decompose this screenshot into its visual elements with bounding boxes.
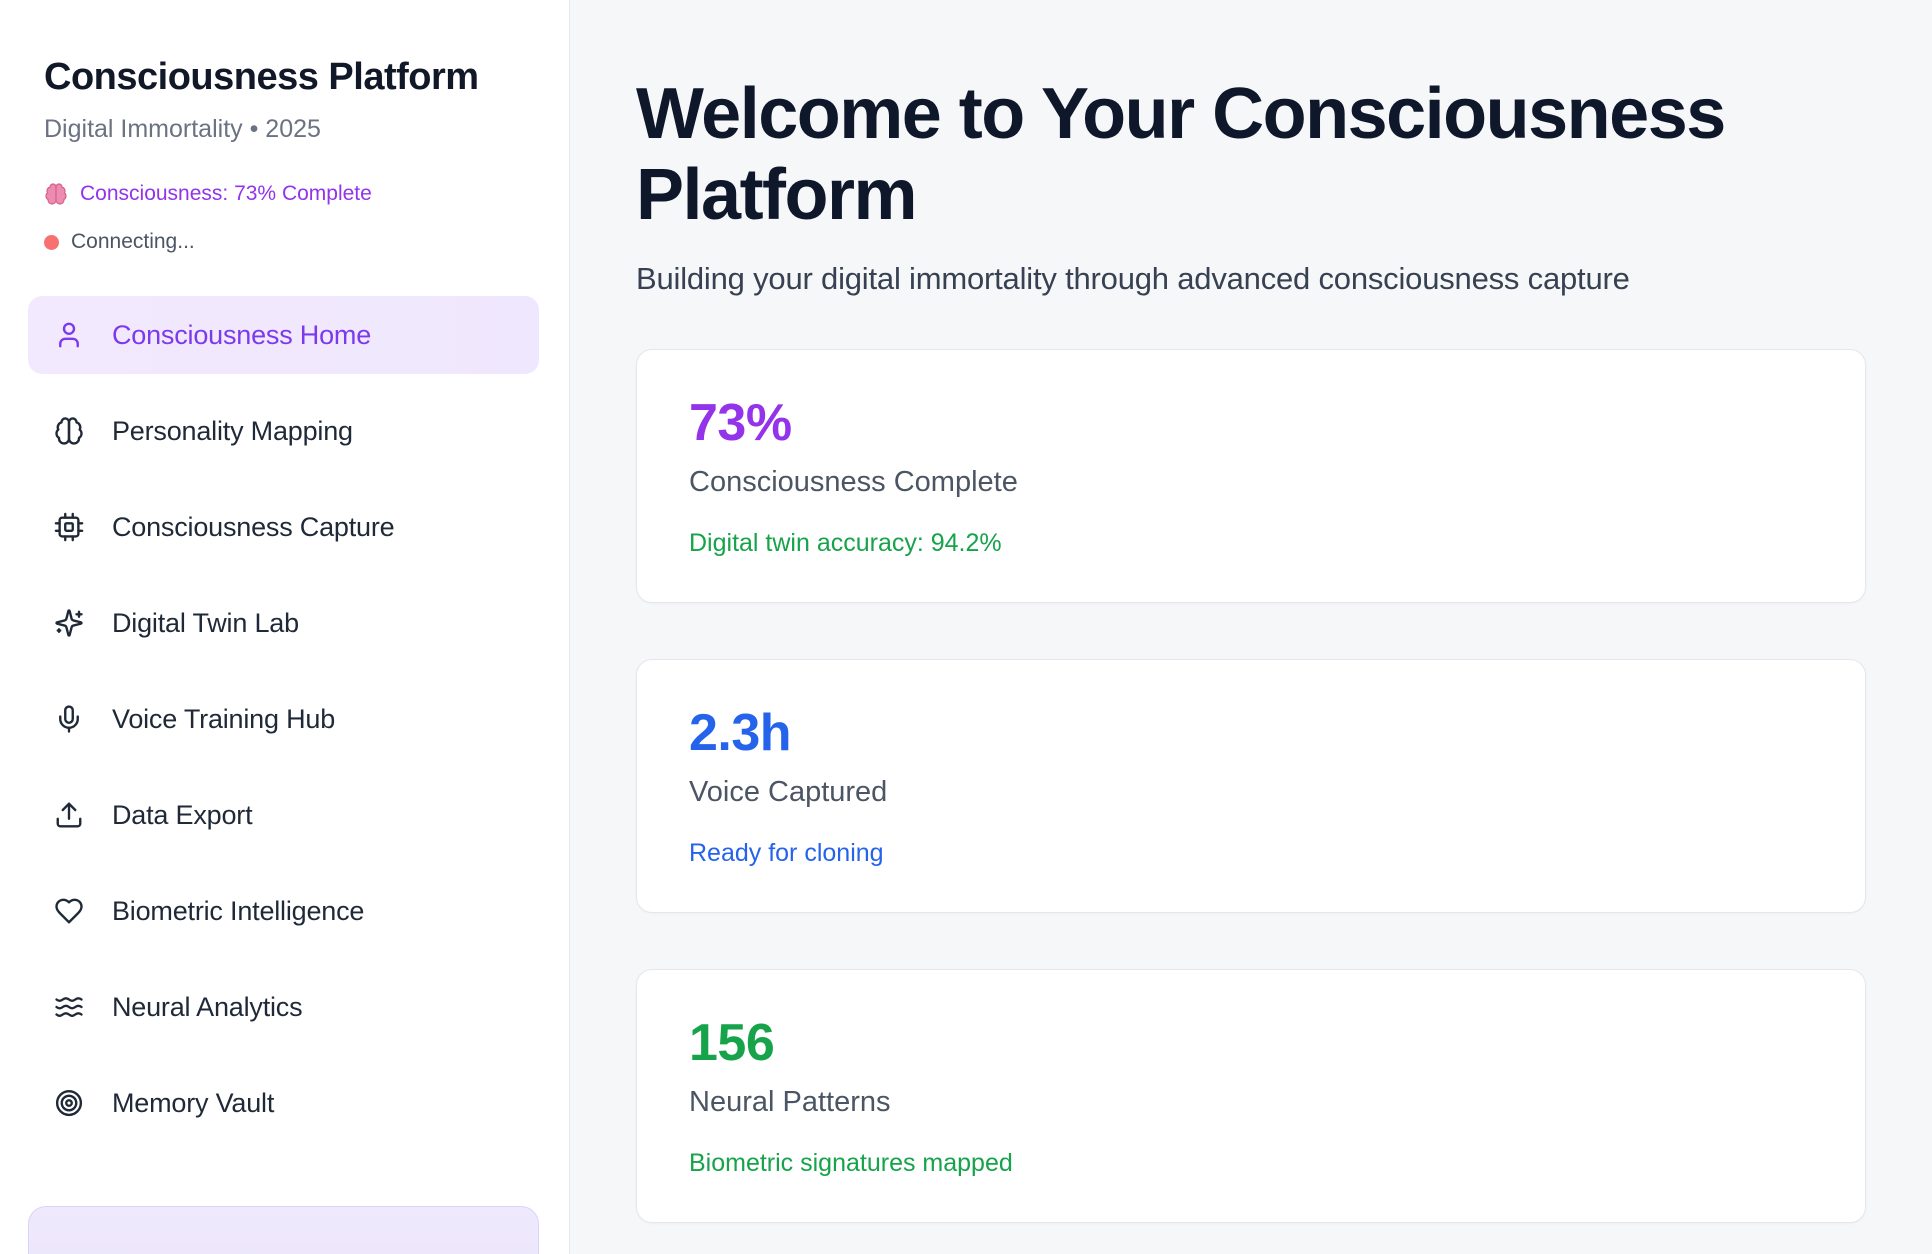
- main-content: Welcome to Your Consciousness Platform B…: [570, 0, 1932, 1254]
- sidebar-nav-item-data-export[interactable]: Data Export: [28, 776, 539, 854]
- nav-item-label: Personality Mapping: [112, 415, 353, 446]
- nav-item-label: Neural Analytics: [112, 991, 303, 1022]
- nav-item-label: Voice Training Hub: [112, 703, 336, 734]
- sidebar-nav-item-neural-analytics[interactable]: Neural Analytics: [28, 968, 539, 1046]
- stat-cards: 73% Consciousness Complete Digital twin …: [636, 349, 1866, 1223]
- stat-status: Ready for cloning: [689, 838, 884, 867]
- upload-icon: [54, 800, 84, 830]
- sidebar-nav-item-digital-twin-lab[interactable]: Digital Twin Lab: [28, 584, 539, 662]
- app-title: Consciousness Platform: [44, 56, 479, 98]
- sidebar-nav-item-voice-training-hub[interactable]: Voice Training Hub: [28, 680, 539, 758]
- stat-label: Consciousness Complete: [689, 466, 1018, 499]
- sidebar-nav-item-consciousness-capture[interactable]: Consciousness Capture: [28, 488, 539, 566]
- stat-card: 73% Consciousness Complete Digital twin …: [636, 349, 1866, 604]
- heart-icon: [54, 896, 84, 926]
- nav-item-label: Consciousness Capture: [112, 511, 395, 542]
- connection-status: Connecting...: [44, 230, 539, 254]
- sidebar: Consciousness Platform Digital Immortali…: [0, 0, 570, 1254]
- page-subtitle: Building your digital immortality throug…: [636, 261, 1630, 297]
- cpu-icon: [54, 512, 84, 542]
- sidebar-nav: Consciousness Home Personality Mapping C…: [28, 296, 539, 1142]
- app-subtitle: Digital Immortality • 2025: [44, 115, 321, 143]
- stat-value: 2.3h: [689, 704, 792, 763]
- target-icon: [54, 1088, 84, 1118]
- stat-card: 156 Neural Patterns Biometric signatures…: [636, 968, 1866, 1223]
- sidebar-header: Consciousness Platform Digital Immortali…: [28, 56, 539, 254]
- user-icon: [54, 320, 84, 350]
- stat-label: Voice Captured: [689, 775, 888, 808]
- brain-emoji-icon: [44, 182, 68, 206]
- sidebar-nav-item-personality-mapping[interactable]: Personality Mapping: [28, 392, 539, 470]
- consciousness-status-text: Consciousness: 73% Complete: [80, 182, 372, 205]
- nav-item-label: Data Export: [112, 799, 253, 830]
- waves-icon: [54, 992, 84, 1022]
- connection-status-text: Connecting...: [71, 230, 195, 253]
- sidebar-nav-item-consciousness-home[interactable]: Consciousness Home: [28, 296, 539, 374]
- consciousness-status: Consciousness: 73% Complete: [44, 182, 539, 206]
- nav-item-label: Memory Vault: [112, 1087, 275, 1118]
- nav-item-label: Biometric Intelligence: [112, 895, 365, 926]
- connection-dot-icon: [44, 234, 59, 250]
- sidebar-nav-item-memory-vault[interactable]: Memory Vault: [28, 1064, 539, 1142]
- stat-status: Biometric signatures mapped: [689, 1148, 1013, 1177]
- stat-label: Neural Patterns: [689, 1085, 891, 1118]
- stat-value: 156: [689, 1013, 775, 1072]
- sparkles-icon: [54, 608, 84, 638]
- stat-status: Digital twin accuracy: 94.2%: [689, 529, 1002, 558]
- nav-item-label: Consciousness Home: [112, 319, 372, 350]
- stat-value: 73%: [689, 394, 792, 453]
- page-title: Welcome to Your Consciousness Platform: [636, 74, 1726, 235]
- sidebar-nav-item-biometric-intelligence[interactable]: Biometric Intelligence: [28, 872, 539, 950]
- stat-card: 2.3h Voice Captured Ready for cloning: [636, 659, 1866, 913]
- sidebar-bottom-card: [28, 1206, 539, 1254]
- nav-item-label: Digital Twin Lab: [112, 607, 299, 638]
- microphone-icon: [54, 704, 84, 734]
- brain-icon: [54, 416, 84, 446]
